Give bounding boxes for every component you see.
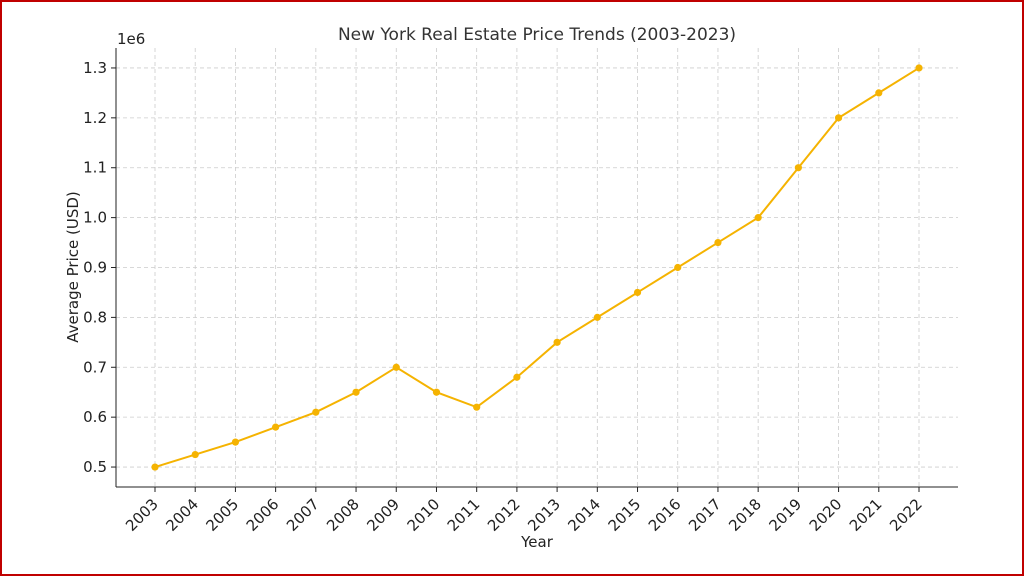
data-point: [312, 408, 320, 416]
y-tick-label: 1.1: [83, 159, 107, 177]
y-axis-label: Average Price (USD): [64, 191, 82, 342]
x-tick-label: 2013: [524, 495, 564, 535]
y-tick-label: 1.3: [83, 59, 107, 77]
x-axis-label: Year: [520, 533, 554, 551]
data-point: [473, 403, 481, 411]
x-tick-label: 2018: [725, 495, 765, 535]
y-ticks: 0.5 0.6 0.7 0.8 0.9 1.0 1.1 1.2 1.3: [83, 59, 116, 476]
x-tick-label: 2009: [363, 495, 403, 535]
y-tick-label: 1.2: [83, 109, 107, 127]
x-tick-label: 2011: [444, 495, 484, 535]
data-point: [754, 214, 762, 222]
x-tick-label: 2006: [243, 495, 283, 535]
x-ticks: 2003 2004 2005 2006 2007 2008 2009 2010 2011 2012…: [122, 487, 926, 535]
data-point: [674, 263, 682, 272]
x-tick-label: 2015: [605, 495, 645, 535]
data-point: [633, 288, 642, 297]
series: [151, 64, 923, 471]
x-tick-label: 2022: [886, 495, 926, 535]
x-tick-label: 2008: [323, 495, 363, 535]
x-tick-label: 2003: [122, 495, 162, 535]
x-tick-label: 2021: [846, 495, 886, 535]
y-tick-label: 0.6: [83, 408, 107, 426]
data-point: [432, 388, 441, 396]
x-tick-label: 2010: [404, 495, 444, 535]
x-tick-label: 2005: [203, 495, 243, 535]
y-tick-label: 1.0: [83, 209, 107, 227]
data-point: [191, 450, 199, 459]
grid: [116, 48, 958, 487]
data-point: [272, 423, 280, 431]
data-point: [593, 313, 601, 321]
x-tick-label: 2012: [484, 495, 524, 535]
data-point: [553, 338, 561, 346]
y-tick-label: 0.7: [83, 358, 107, 376]
data-point: [151, 463, 159, 471]
y-axis-multiplier: 1e6: [117, 30, 145, 48]
data-point: [714, 238, 722, 247]
x-tick-label: 2020: [806, 495, 846, 535]
data-point: [834, 114, 843, 122]
data-point: [231, 438, 240, 446]
data-point: [513, 373, 521, 381]
chart-title: New York Real Estate Price Trends (2003-…: [338, 25, 736, 45]
x-tick-label: 2004: [162, 495, 202, 535]
y-tick-label: 0.9: [83, 259, 107, 277]
x-tick-label: 2019: [765, 495, 805, 535]
data-point: [794, 164, 802, 172]
data-point: [352, 388, 360, 396]
x-tick-label: 2007: [283, 495, 323, 535]
data-point: [875, 89, 883, 97]
x-tick-label: 2014: [564, 495, 604, 535]
data-point: [392, 363, 400, 371]
y-tick-label: 0.5: [83, 458, 107, 476]
x-tick-label: 2017: [685, 495, 725, 535]
data-point: [915, 64, 923, 72]
y-tick-label: 0.8: [83, 308, 107, 326]
series-line: [154, 67, 920, 469]
x-tick-label: 2016: [645, 495, 685, 535]
